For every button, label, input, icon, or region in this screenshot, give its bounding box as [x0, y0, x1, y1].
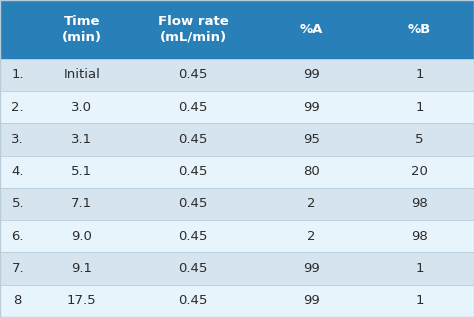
Bar [365, 220, 474, 252]
Bar [128, 188, 258, 220]
Bar [258, 188, 365, 220]
Text: 5.1: 5.1 [71, 165, 92, 178]
Bar [128, 285, 258, 317]
Text: 0.45: 0.45 [179, 262, 208, 275]
Text: 0.45: 0.45 [179, 133, 208, 146]
Bar [365, 285, 474, 317]
Bar [0, 285, 36, 317]
Bar [258, 220, 365, 252]
Bar [36, 123, 128, 156]
Bar [36, 0, 128, 59]
Text: 98: 98 [411, 197, 428, 210]
Text: 3.0: 3.0 [71, 100, 92, 113]
Text: 8: 8 [14, 294, 22, 307]
Text: 4.: 4. [11, 165, 24, 178]
Bar [36, 252, 128, 285]
Text: 1.: 1. [11, 68, 24, 81]
Text: Time
(min): Time (min) [62, 15, 102, 43]
Text: 1: 1 [415, 294, 424, 307]
Bar [258, 285, 365, 317]
Text: 0.45: 0.45 [179, 100, 208, 113]
Bar [258, 156, 365, 188]
Text: 99: 99 [303, 68, 320, 81]
Bar [365, 123, 474, 156]
Bar [258, 59, 365, 91]
Bar [36, 156, 128, 188]
Bar [0, 220, 36, 252]
Bar [128, 91, 258, 123]
Text: 0.45: 0.45 [179, 68, 208, 81]
Text: 3.: 3. [11, 133, 24, 146]
Bar [258, 123, 365, 156]
Bar [365, 188, 474, 220]
Text: Initial: Initial [64, 68, 100, 81]
Text: 20: 20 [411, 165, 428, 178]
Bar [128, 123, 258, 156]
Bar [36, 220, 128, 252]
Text: 0.45: 0.45 [179, 197, 208, 210]
Bar [365, 91, 474, 123]
Text: Flow rate
(mL/min): Flow rate (mL/min) [158, 15, 228, 43]
Text: 17.5: 17.5 [67, 294, 97, 307]
Text: 95: 95 [303, 133, 320, 146]
Bar [128, 0, 258, 59]
Text: 1: 1 [415, 100, 424, 113]
Text: 1: 1 [415, 68, 424, 81]
Bar [36, 188, 128, 220]
Text: 0.45: 0.45 [179, 165, 208, 178]
Text: 6.: 6. [11, 230, 24, 243]
Text: 0.45: 0.45 [179, 294, 208, 307]
Bar [0, 59, 36, 91]
Text: 9.1: 9.1 [71, 262, 92, 275]
Text: 98: 98 [411, 230, 428, 243]
Bar [128, 220, 258, 252]
Text: %A: %A [300, 23, 323, 36]
Text: 99: 99 [303, 294, 320, 307]
Bar [365, 0, 474, 59]
Bar [0, 123, 36, 156]
Text: 7.1: 7.1 [71, 197, 92, 210]
Bar [0, 188, 36, 220]
Text: %B: %B [408, 23, 431, 36]
Bar [365, 252, 474, 285]
Text: 2.: 2. [11, 100, 24, 113]
Bar [365, 59, 474, 91]
Text: 0.45: 0.45 [179, 230, 208, 243]
Text: 5: 5 [415, 133, 424, 146]
Bar [258, 91, 365, 123]
Text: 7.: 7. [11, 262, 24, 275]
Text: 1: 1 [415, 262, 424, 275]
Bar [258, 0, 365, 59]
Bar [0, 156, 36, 188]
Text: 2: 2 [308, 230, 316, 243]
Bar [36, 91, 128, 123]
Text: 2: 2 [308, 197, 316, 210]
Bar [36, 285, 128, 317]
Text: 99: 99 [303, 262, 320, 275]
Bar [128, 59, 258, 91]
Bar [128, 252, 258, 285]
Bar [0, 0, 36, 59]
Bar [365, 156, 474, 188]
Text: 9.0: 9.0 [71, 230, 92, 243]
Bar [0, 91, 36, 123]
Text: 3.1: 3.1 [71, 133, 92, 146]
Bar [0, 252, 36, 285]
Bar [258, 252, 365, 285]
Text: 80: 80 [303, 165, 320, 178]
Text: 5.: 5. [11, 197, 24, 210]
Bar [36, 59, 128, 91]
Text: 99: 99 [303, 100, 320, 113]
Bar [128, 156, 258, 188]
